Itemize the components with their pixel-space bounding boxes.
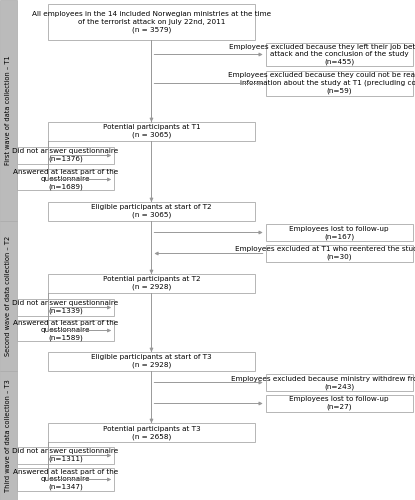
Text: Employees lost to follow-up
(n=27): Employees lost to follow-up (n=27): [289, 396, 389, 410]
Text: First wave of data collection – T1: First wave of data collection – T1: [5, 56, 11, 166]
Text: Employees lost to follow-up
(n=167): Employees lost to follow-up (n=167): [289, 226, 389, 239]
FancyBboxPatch shape: [48, 122, 255, 141]
FancyBboxPatch shape: [266, 71, 413, 96]
Text: Eligible participants at start of T2
(n = 3065): Eligible participants at start of T2 (n …: [91, 204, 212, 218]
FancyBboxPatch shape: [0, 0, 17, 221]
FancyBboxPatch shape: [17, 169, 114, 190]
Text: Eligible participants at start of T3
(n = 2928): Eligible participants at start of T3 (n …: [91, 354, 212, 368]
Text: Did not answer questionnaire
(n=1376): Did not answer questionnaire (n=1376): [12, 148, 119, 162]
Text: Employees excluded at T1 who reentered the study at T2
(n=30): Employees excluded at T1 who reentered t…: [235, 246, 415, 260]
FancyBboxPatch shape: [48, 274, 255, 293]
Text: Answered at least part of the
questionnaire
(n=1689): Answered at least part of the questionna…: [13, 169, 118, 190]
FancyBboxPatch shape: [17, 447, 114, 464]
Text: Employees excluded because they left their job between the
attack and the conclu: Employees excluded because they left the…: [229, 44, 415, 65]
FancyBboxPatch shape: [266, 245, 413, 262]
Text: Answered at least part of the
questionnaire
(n=1347): Answered at least part of the questionna…: [13, 469, 118, 490]
Text: Potential participants at T2
(n = 2928): Potential participants at T2 (n = 2928): [103, 276, 200, 290]
FancyBboxPatch shape: [17, 468, 114, 491]
Text: Employees excluded because they could not be reached with
information about the : Employees excluded because they could no…: [228, 72, 415, 94]
Text: Potential participants at T1
(n = 3065): Potential participants at T1 (n = 3065): [103, 124, 200, 138]
FancyBboxPatch shape: [0, 221, 17, 371]
Text: Third wave of data collection – T3: Third wave of data collection – T3: [5, 379, 11, 492]
Text: Employees excluded because ministry withdrew from study
(n=243): Employees excluded because ministry with…: [232, 376, 415, 390]
FancyBboxPatch shape: [0, 371, 17, 500]
FancyBboxPatch shape: [266, 374, 413, 391]
Text: All employees in the 14 included Norwegian ministries at the time
of the terrori: All employees in the 14 included Norwegi…: [32, 11, 271, 32]
FancyBboxPatch shape: [17, 320, 114, 341]
Text: Answered at least part of the
questionnaire
(n=1589): Answered at least part of the questionna…: [13, 320, 118, 341]
FancyBboxPatch shape: [266, 224, 413, 241]
FancyBboxPatch shape: [266, 43, 413, 66]
FancyBboxPatch shape: [17, 299, 114, 316]
FancyBboxPatch shape: [48, 202, 255, 221]
FancyBboxPatch shape: [17, 147, 114, 164]
Text: Second wave of data collection – T2: Second wave of data collection – T2: [5, 236, 11, 356]
FancyBboxPatch shape: [48, 4, 255, 40]
FancyBboxPatch shape: [48, 423, 255, 442]
FancyBboxPatch shape: [48, 352, 255, 371]
Text: Did not answer questionnaire
(n=1339): Did not answer questionnaire (n=1339): [12, 300, 119, 314]
Text: Potential participants at T3
(n = 2658): Potential participants at T3 (n = 2658): [103, 426, 200, 440]
FancyBboxPatch shape: [266, 395, 413, 412]
Text: Did not answer questionnaire
(n=1311): Did not answer questionnaire (n=1311): [12, 448, 119, 462]
